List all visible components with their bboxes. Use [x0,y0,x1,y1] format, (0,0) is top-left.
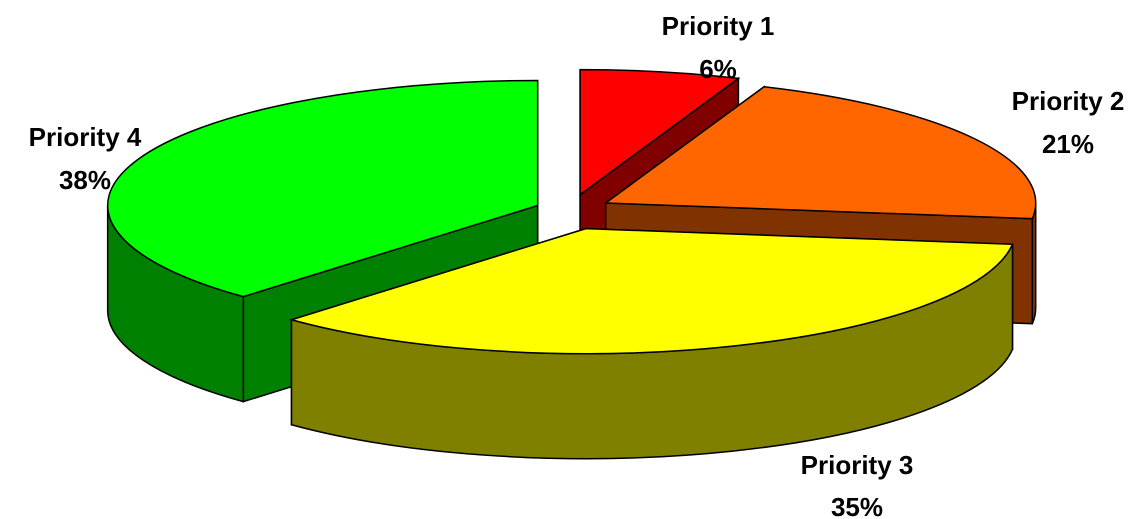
priority-4-label: Priority 4 [29,122,142,152]
priority-1-label: Priority 1 [662,11,775,41]
priority-1-percent-label: 6% [699,54,737,84]
priority-3-label: Priority 3 [801,450,914,480]
priority-3-percent-label: 35% [831,492,883,519]
priority-2-percent-label: 21% [1042,129,1094,159]
priority-3-slice [288,227,1014,355]
priority-4-percent-label: 38% [59,165,111,195]
priority-1-slice [579,68,741,197]
priority-4-slice [106,79,539,298]
priority-2-slice [603,86,1037,220]
priority-2-rim [1031,202,1037,324]
priority-2-label: Priority 2 [1012,86,1125,116]
